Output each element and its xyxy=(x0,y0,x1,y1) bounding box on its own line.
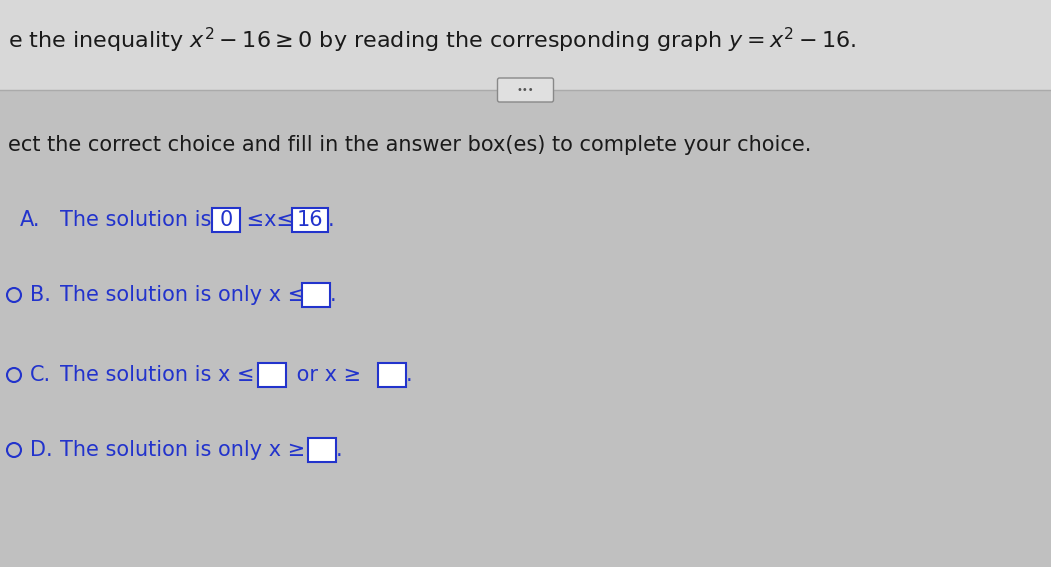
Text: •••: ••• xyxy=(517,85,534,95)
Bar xyxy=(0,0,1051,90)
Text: .: . xyxy=(330,285,336,305)
Text: The solution is x ≤: The solution is x ≤ xyxy=(60,365,254,385)
Bar xyxy=(292,208,328,232)
Bar xyxy=(0,90,1051,567)
Text: A.: A. xyxy=(20,210,41,230)
FancyBboxPatch shape xyxy=(497,78,554,102)
Text: .: . xyxy=(406,365,413,385)
Text: 0: 0 xyxy=(220,210,232,230)
Text: ect the correct choice and fill in the answer box(es) to complete your choice.: ect the correct choice and fill in the a… xyxy=(8,135,811,155)
Text: C.: C. xyxy=(30,365,51,385)
Text: 16: 16 xyxy=(296,210,324,230)
Text: .: . xyxy=(336,440,343,460)
Text: B.: B. xyxy=(30,285,50,305)
Text: ≤x≤: ≤x≤ xyxy=(240,210,294,230)
Bar xyxy=(308,438,336,462)
Text: The solution is: The solution is xyxy=(60,210,218,230)
Bar xyxy=(212,208,240,232)
Bar xyxy=(378,363,406,387)
Bar xyxy=(302,283,330,307)
Text: $\mathrm{e\ the\ inequality\ }x^{2}-16\geq 0\mathrm{\ by\ reading\ the\ correspo: $\mathrm{e\ the\ inequality\ }x^{2}-16\g… xyxy=(8,26,857,54)
Text: .: . xyxy=(328,210,334,230)
Bar xyxy=(257,363,286,387)
Text: or x ≥: or x ≥ xyxy=(290,365,362,385)
Text: D.: D. xyxy=(30,440,53,460)
Text: The solution is only x ≥: The solution is only x ≥ xyxy=(60,440,305,460)
Text: The solution is only x ≤: The solution is only x ≤ xyxy=(60,285,305,305)
